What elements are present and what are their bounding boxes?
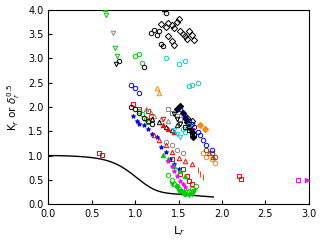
Y-axis label: K$_r$ or $\delta_r^{0.5}$: K$_r$ or $\delta_r^{0.5}$ — [5, 83, 22, 131]
X-axis label: L$_r$: L$_r$ — [173, 225, 185, 238]
